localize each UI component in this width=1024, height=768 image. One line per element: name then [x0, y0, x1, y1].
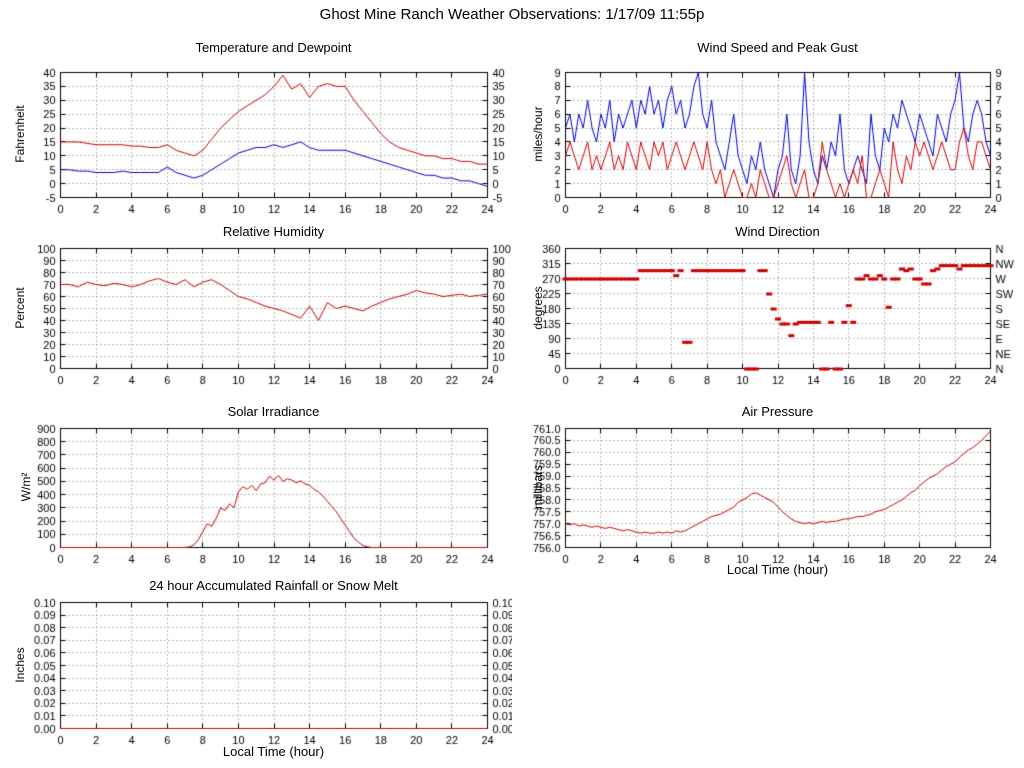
pressure-plot-canvas	[512, 402, 1024, 584]
chart-title: 24 hour Accumulated Rainfall or Snow Mel…	[149, 578, 398, 593]
chart-temperature-dewpoint: Temperature and Dewpoint Fahrenheit	[0, 38, 512, 220]
wind-speed-plot-canvas	[512, 38, 1024, 220]
y-axis-label: Fahrenheit	[13, 105, 27, 163]
y-axis-label: miles/hour	[531, 106, 545, 162]
wind-direction-plot-canvas	[512, 222, 1024, 390]
y-axis-label: W/m²	[19, 472, 33, 502]
chart-relative-humidity: Relative Humidity Percent	[0, 222, 512, 390]
y-axis-label: millibars	[531, 464, 545, 510]
chart-title: Air Pressure	[741, 404, 814, 419]
chart-rainfall: 24 hour Accumulated Rainfall or Snow Mel…	[0, 576, 512, 768]
chart-solar-irradiance: Solar Irradiance W/m²	[0, 402, 512, 584]
rainfall-plot-canvas	[0, 576, 512, 768]
chart-wind-direction: Wind Direction degrees	[512, 222, 1024, 390]
y-axis-label: degrees	[531, 286, 545, 330]
humidity-plot-canvas	[0, 222, 512, 390]
temperature-plot-canvas	[0, 38, 512, 220]
y-axis-label: Inches	[13, 647, 27, 683]
chart-air-pressure: Air Pressure millibars Local Time (hour)	[512, 402, 1024, 584]
x-axis-label: Local Time (hour)	[726, 562, 829, 577]
chart-wind-speed-gust: Wind Speed and Peak Gust miles/hour	[512, 38, 1024, 220]
chart-title: Relative Humidity	[222, 224, 325, 239]
x-axis-label: Local Time (hour)	[222, 744, 325, 759]
chart-title: Wind Direction	[735, 224, 820, 239]
chart-title: Wind Speed and Peak Gust	[697, 40, 858, 55]
y-axis-label: Percent	[13, 287, 27, 329]
chart-title: Solar Irradiance	[227, 404, 320, 419]
page-title: Ghost Mine Ranch Weather Observations: 1…	[319, 6, 705, 23]
chart-title: Temperature and Dewpoint	[195, 40, 352, 55]
solar-plot-canvas	[0, 402, 512, 584]
